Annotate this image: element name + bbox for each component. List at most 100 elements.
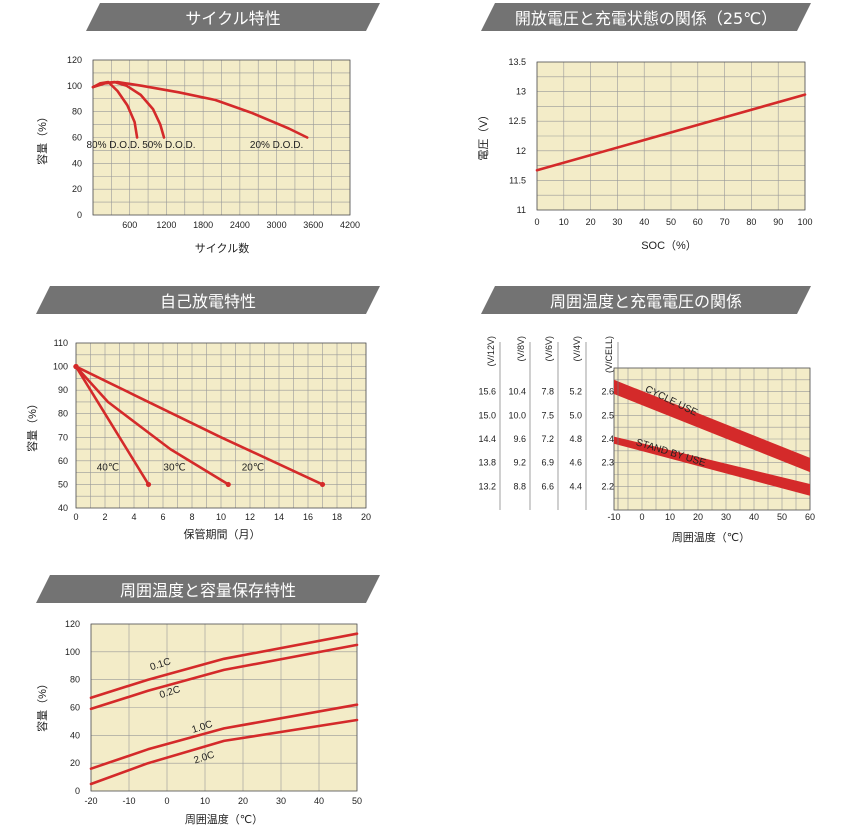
- x-tick-label: 1800: [193, 220, 213, 230]
- x-tick-label: 50: [777, 512, 787, 522]
- x-tick-label: 50: [352, 796, 362, 806]
- x-tick-label: 60: [693, 217, 703, 227]
- y-tick-label: 110: [54, 338, 68, 348]
- x-tick-label: 0: [73, 512, 78, 522]
- y-tick-label: 100: [53, 362, 68, 372]
- scale-tick-label: 2.5: [601, 410, 614, 420]
- x-tick-label: 10: [665, 512, 675, 522]
- x-tick-label: 0: [534, 217, 539, 227]
- scale-tick-label: 2.2: [601, 481, 614, 491]
- scale-tick-label: 13.2: [478, 481, 496, 491]
- x-tick-label: 40: [639, 217, 649, 227]
- scale-tick-label: 8.8: [513, 481, 526, 491]
- y-axis-label: 電圧（V）: [477, 109, 490, 160]
- scale-tick-label: 4.6: [569, 458, 582, 468]
- x-tick-label: -10: [122, 796, 135, 806]
- scale-tick-label: 9.6: [513, 434, 526, 444]
- x-tick-label: 0: [164, 796, 169, 806]
- scale-tick-label: 4.8: [569, 434, 582, 444]
- x-tick-label: 10: [200, 796, 210, 806]
- x-tick-label: 90: [773, 217, 783, 227]
- y-tick-label: 120: [65, 619, 80, 629]
- data-point: [225, 481, 231, 488]
- x-tick-label: 2400: [230, 220, 250, 230]
- x-tick-label: 4200: [340, 220, 360, 230]
- y-tick-label: 80: [58, 409, 68, 419]
- series-line: [89, 632, 359, 700]
- chart-title: 自己放電特性: [159, 292, 256, 311]
- series-line: [89, 703, 359, 771]
- y-tick-label: 11: [517, 205, 526, 215]
- x-tick-label: 3000: [267, 220, 287, 230]
- x-tick-label: 70: [720, 217, 730, 227]
- scale-tick-label: 10.4: [508, 387, 526, 397]
- x-tick-label: 20: [586, 217, 596, 227]
- x-tick-label: 3600: [303, 220, 323, 230]
- plot-border: [90, 623, 358, 792]
- y-tick-label: 11.5: [509, 175, 526, 185]
- banner-temp-capacity: 周囲温度と容量保存特性: [36, 575, 380, 603]
- banner-cycle: サイクル特性: [86, 3, 380, 31]
- x-tick-label: 30: [721, 512, 731, 522]
- y-tick-label: 12.5: [508, 116, 526, 126]
- chart-title: サイクル特性: [185, 9, 281, 28]
- y-tick-label: 20: [72, 184, 82, 194]
- y-tick-label: 13: [516, 87, 526, 97]
- x-axis-label: 周囲温度（℃）: [185, 812, 263, 826]
- annotation-label: 20℃: [242, 462, 264, 473]
- series-line: [74, 365, 150, 486]
- scale-unit-label: (V/4V): [572, 336, 582, 362]
- scale-tick-label: 7.8: [541, 387, 554, 397]
- x-tick-label: 10: [216, 512, 226, 522]
- x-tick-label: 40: [314, 796, 324, 806]
- x-axis-label: 周囲温度（℃）: [672, 530, 750, 544]
- scale-unit-label: (V/12V): [486, 336, 496, 367]
- scale-tick-label: 5.2: [569, 387, 582, 397]
- series-line: [89, 718, 359, 786]
- y-tick-label: 100: [67, 81, 82, 91]
- data-point: [319, 481, 326, 488]
- x-tick-label: 20: [693, 512, 703, 522]
- chart-title: 開放電圧と充電状態の関係（25℃）: [514, 9, 778, 28]
- y-tick-label: 60: [72, 133, 82, 143]
- annotation-label: 80% D.O.D.: [87, 140, 140, 151]
- y-tick-label: 120: [67, 55, 82, 65]
- scale-tick-label: 2.6: [601, 387, 614, 397]
- series-line: [535, 93, 807, 172]
- x-axis-label: サイクル数: [195, 242, 249, 255]
- scale-unit-label: (V/6V): [544, 336, 554, 362]
- x-tick-label: 10: [559, 217, 569, 227]
- y-axis-label: 容量（%）: [35, 678, 49, 732]
- annotation-label: 30℃: [163, 462, 185, 473]
- scale-tick-label: 7.2: [541, 434, 554, 444]
- data-point: [73, 363, 79, 370]
- y-tick-label: 50: [58, 479, 68, 489]
- scale-unit-label: (V/CELL): [604, 336, 614, 373]
- x-tick-label: 20: [238, 796, 248, 806]
- plot-border: [92, 59, 351, 216]
- plot-border: [536, 61, 806, 211]
- y-tick-label: 60: [70, 703, 80, 713]
- band-area: [614, 436, 810, 496]
- x-tick-label: 50: [666, 217, 676, 227]
- chart-title: 周囲温度と容量保存特性: [119, 581, 296, 600]
- banner-voltage-soc: 開放電圧と充電状態の関係（25℃）: [481, 3, 811, 31]
- x-tick-label: 2: [102, 512, 107, 522]
- x-tick-label: 16: [303, 512, 313, 522]
- y-tick-label: 0: [75, 786, 80, 796]
- x-tick-label: 6: [160, 512, 165, 522]
- y-tick-label: 40: [70, 730, 80, 740]
- y-tick-label: 0: [77, 210, 82, 220]
- scale-tick-label: 13.8: [478, 458, 496, 468]
- series-line: [89, 643, 359, 711]
- scale-tick-label: 6.9: [541, 458, 554, 468]
- x-tick-label: 80: [746, 217, 756, 227]
- y-axis-label: 容量（%）: [35, 111, 49, 165]
- x-axis-label: 保管期間（月）: [184, 527, 261, 541]
- scale-unit-label: (V/8V): [516, 336, 526, 362]
- scale-tick-label: 14.4: [478, 434, 496, 444]
- scale-tick-label: 10.0: [508, 410, 526, 420]
